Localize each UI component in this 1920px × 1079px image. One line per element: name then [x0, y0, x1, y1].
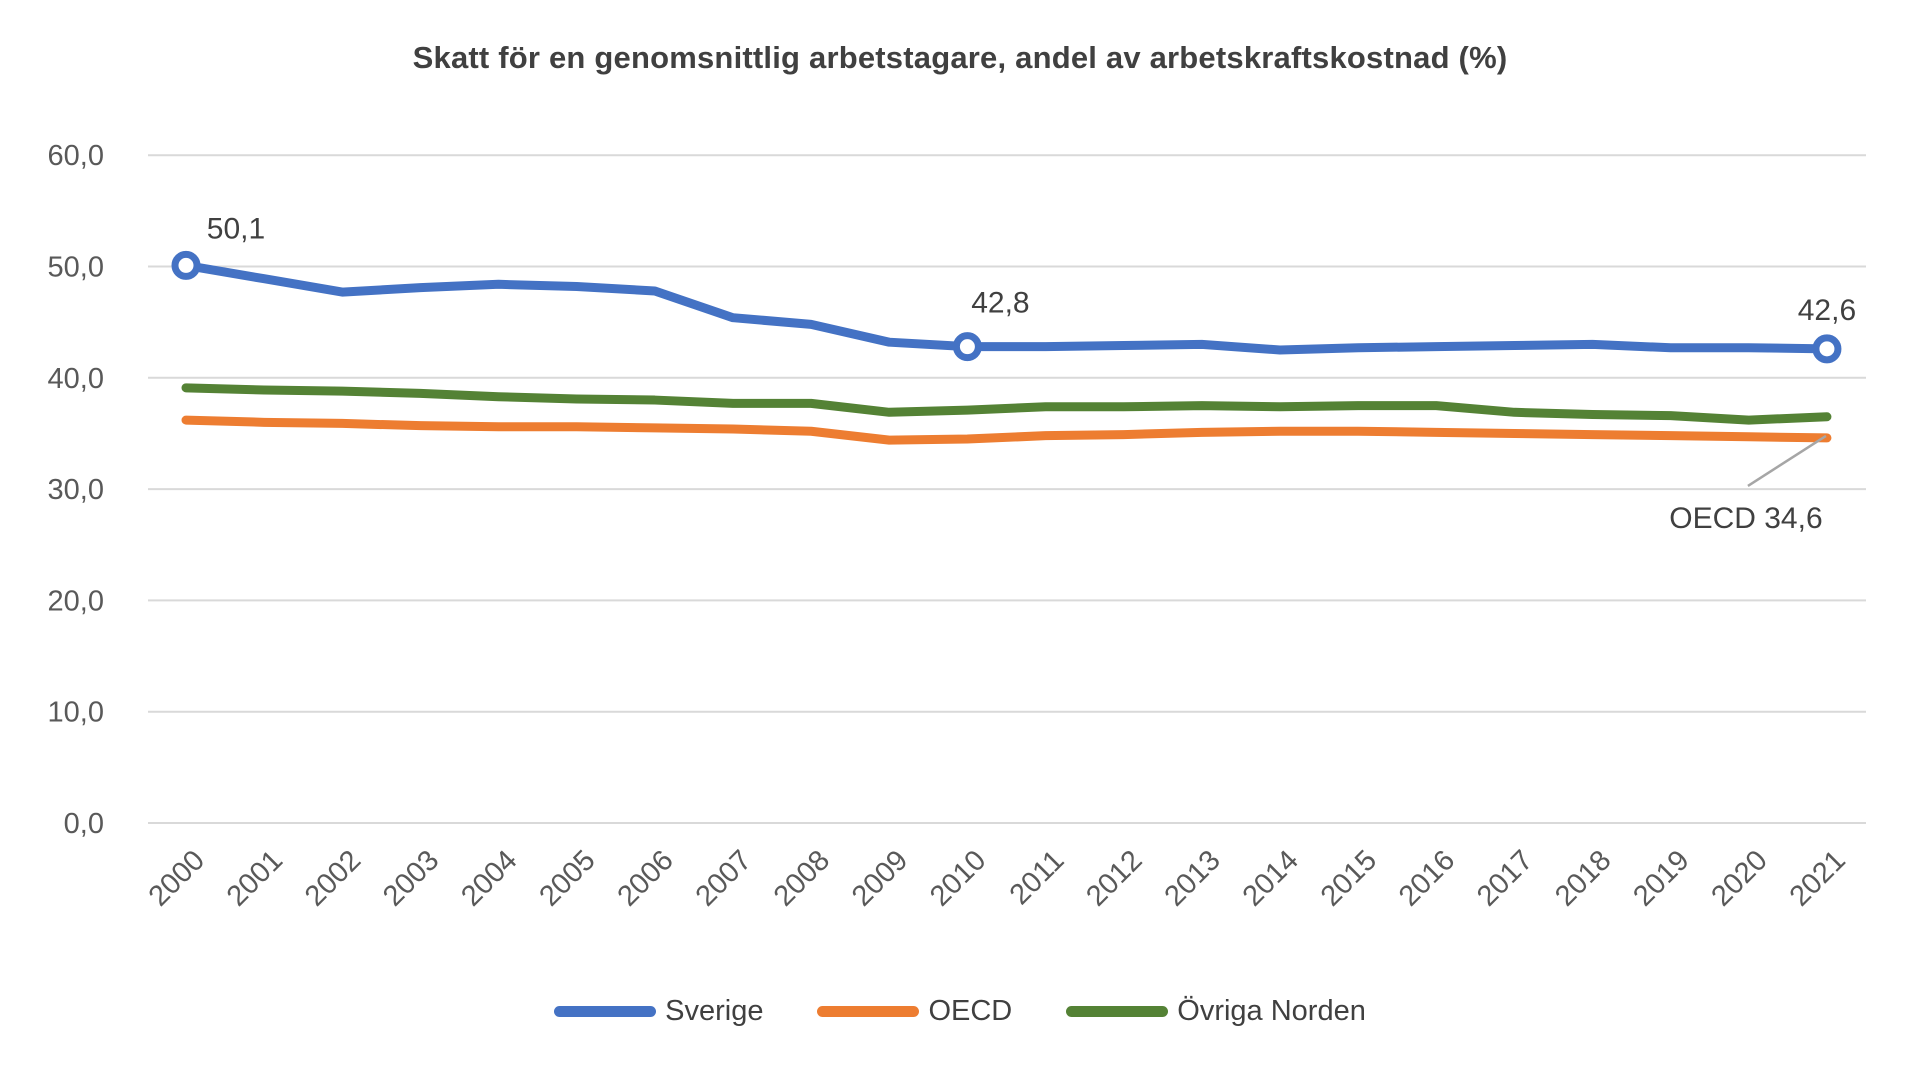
marker-sverige-2010	[952, 332, 982, 362]
data-label-oecd-34-6: OECD 34,6	[1669, 502, 1822, 535]
series-line-sverige	[181, 260, 1832, 355]
x-tick-label-2007: 2007	[690, 844, 758, 912]
y-tick-label-10: 10,0	[48, 697, 104, 729]
x-tick-label-2012: 2012	[1080, 844, 1148, 912]
x-tick-label-2000: 2000	[143, 844, 211, 912]
x-tick-label-2020: 2020	[1706, 844, 1774, 912]
legend-label-vriga-norden: Övriga Norden	[1177, 995, 1366, 1027]
x-tick-label-2003: 2003	[377, 844, 445, 912]
y-tick-label-30: 30,0	[48, 474, 104, 506]
legend-swatch-vriga-norden	[1066, 1006, 1169, 1017]
data-label-50-1: 50,1	[207, 212, 265, 245]
legend-item-sverige: Sverige	[554, 995, 763, 1028]
x-tick-label-2018: 2018	[1549, 844, 1617, 912]
x-tick-label-2011: 2011	[1004, 844, 1071, 911]
x-tick-label-2014: 2014	[1237, 844, 1305, 912]
series-line-vriga-norden	[181, 383, 1832, 425]
legend-item-oecd: OECD	[817, 995, 1012, 1028]
x-tick-label-2021: 2021	[1784, 844, 1852, 912]
x-tick-label-2015: 2015	[1315, 844, 1383, 912]
x-tick-label-2001: 2001	[221, 844, 289, 912]
x-tick-label-2019: 2019	[1627, 844, 1695, 912]
legend-label-oecd: OECD	[928, 995, 1013, 1027]
data-label-42-6: 42,6	[1798, 294, 1856, 327]
data-label-42-8: 42,8	[971, 287, 1029, 320]
legend: Sverige OECD Övriga Norden	[0, 995, 1920, 1028]
y-tick-label-40: 40,0	[48, 363, 104, 395]
x-tick-label-2016: 2016	[1393, 844, 1461, 912]
y-tick-label-20: 20,0	[48, 585, 104, 617]
x-tick-label-2009: 2009	[846, 844, 914, 912]
x-tick-label-2005: 2005	[533, 844, 601, 912]
chart-title: Skatt för en genomsnittlig arbetstagare,…	[412, 40, 1508, 75]
x-tick-label-2004: 2004	[455, 844, 523, 912]
leader-line-oecd-34-6	[1747, 434, 1827, 487]
y-tick-label-0: 0,0	[64, 808, 104, 840]
x-tick-label-2013: 2013	[1159, 844, 1227, 912]
marker-sverige-2021	[1812, 334, 1842, 364]
y-tick-label-50: 50,0	[48, 252, 104, 284]
legend-swatch-oecd	[817, 1006, 920, 1017]
legend-item-vriga-norden: Övriga Norden	[1066, 995, 1366, 1028]
x-tick-label-2017: 2017	[1471, 844, 1539, 912]
y-tick-label-60: 60,0	[48, 140, 104, 172]
x-tick-label-2010: 2010	[924, 844, 992, 912]
x-tick-label-2008: 2008	[768, 844, 836, 912]
series-line-oecd	[181, 415, 1832, 445]
x-tick-label-2006: 2006	[612, 844, 680, 912]
x-tick-label-2002: 2002	[299, 844, 367, 912]
legend-swatch-sverige	[554, 1006, 657, 1017]
marker-sverige-2000	[171, 250, 201, 280]
legend-label-sverige: Sverige	[665, 995, 764, 1027]
